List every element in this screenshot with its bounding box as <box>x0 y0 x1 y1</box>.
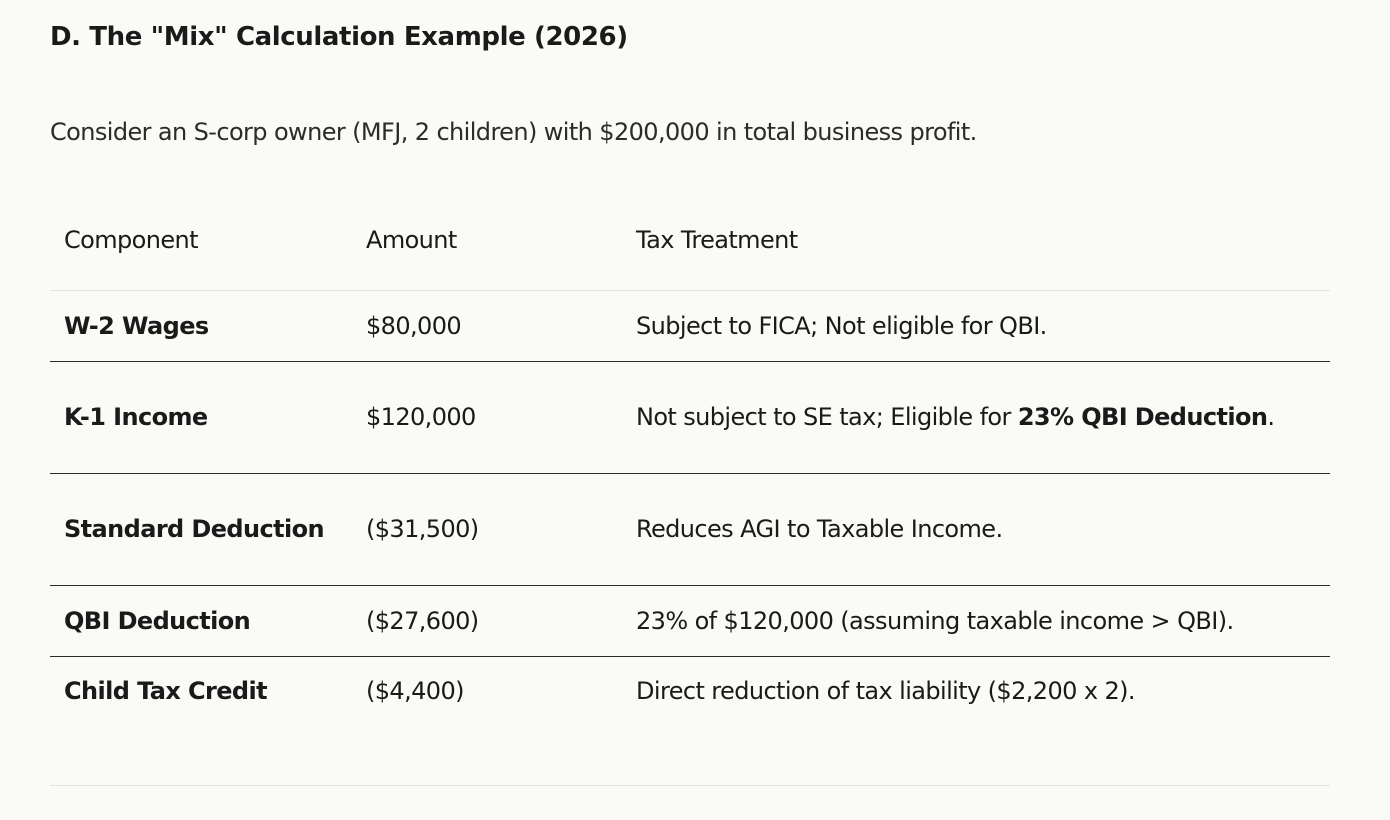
calculation-table: Component Amount Tax Treatment W-2 Wages… <box>50 190 1330 741</box>
intro-paragraph: Consider an S-corp owner (MFJ, 2 childre… <box>50 118 977 146</box>
table-row: Child Tax Credit ($4,400) Direct reducti… <box>50 657 1330 742</box>
treatment-suffix: . <box>1267 403 1275 431</box>
treatment-text: Not subject to SE tax; Eligible for <box>636 403 1018 431</box>
table-row: QBI Deduction ($27,600) 23% of $120,000 … <box>50 585 1330 657</box>
row-amount: $80,000 <box>352 290 622 362</box>
row-amount: ($31,500) <box>352 473 622 586</box>
table-row: W-2 Wages $80,000 Subject to FICA; Not e… <box>50 290 1330 362</box>
row-amount: $120,000 <box>352 361 622 474</box>
row-component: K-1 Income <box>50 361 352 474</box>
row-treatment: Not subject to SE tax; Eligible for 23% … <box>622 361 1330 474</box>
row-treatment: 23% of $120,000 (assuming taxable income… <box>622 585 1330 657</box>
row-treatment: Reduces AGI to Taxable Income. <box>622 473 1330 586</box>
header-tax-treatment: Tax Treatment <box>622 190 1330 291</box>
row-amount: ($4,400) <box>366 677 465 705</box>
table-row: K-1 Income $120,000 Not subject to SE ta… <box>50 361 1330 474</box>
row-amount: ($27,600) <box>352 585 622 657</box>
row-component: QBI Deduction <box>50 585 352 657</box>
treatment-emphasis: 23% QBI Deduction <box>1017 403 1268 431</box>
table-row: Standard Deduction ($31,500) Reduces AGI… <box>50 473 1330 586</box>
bottom-divider <box>50 785 1330 786</box>
row-treatment: Subject to FICA; Not eligible for QBI. <box>622 290 1330 362</box>
header-component: Component <box>50 190 352 291</box>
row-treatment: Direct reduction of tax liability ($2,20… <box>636 677 1136 705</box>
section-title: D. The "Mix" Calculation Example (2026) <box>50 22 628 52</box>
header-amount: Amount <box>352 190 622 291</box>
row-component: Child Tax Credit <box>64 677 268 705</box>
row-component: Standard Deduction <box>50 473 352 586</box>
table-header-row: Component Amount Tax Treatment <box>50 190 1330 291</box>
row-component: W-2 Wages <box>50 290 352 362</box>
